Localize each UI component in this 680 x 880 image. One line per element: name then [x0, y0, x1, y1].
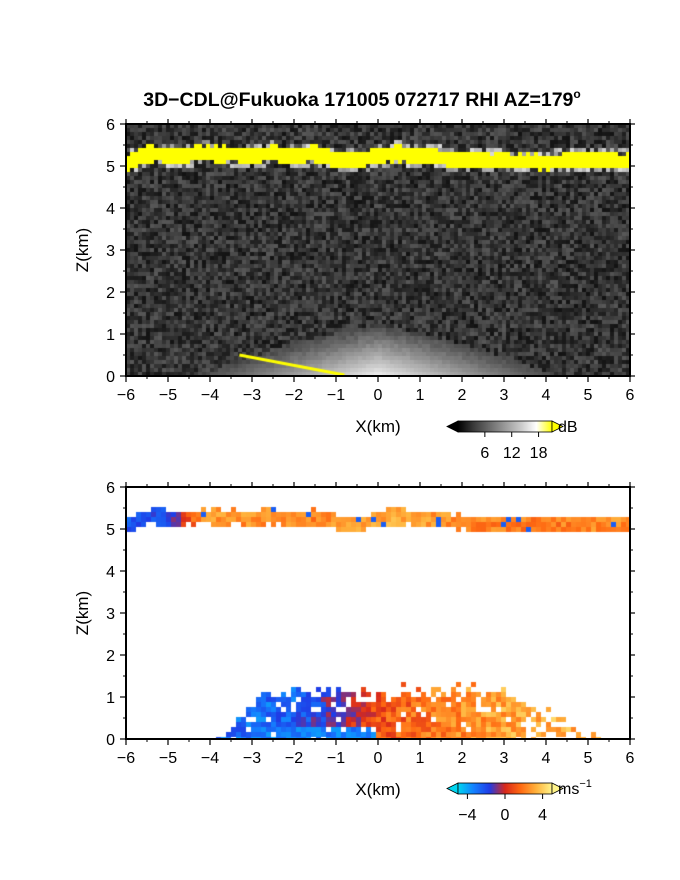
x-tick-label: −2: [285, 387, 303, 404]
colorbar-unit: ms−1: [558, 778, 592, 798]
x-tick-label: 3: [500, 750, 509, 767]
y-tick-label: 2: [106, 285, 115, 302]
x-tick-label: −1: [327, 750, 345, 767]
figure-title: 3D−CDL@Fukuoka 171005 072717 RHI AZ=179o: [143, 87, 581, 111]
x-tick-label: 5: [584, 387, 593, 404]
x-tick-label: −3: [243, 387, 261, 404]
y-tick-label: 5: [106, 159, 115, 176]
colorbar: [457, 782, 553, 795]
x-tick-label: −3: [243, 750, 261, 767]
y-tick-label: 3: [106, 243, 115, 260]
colorbar-tick-label: 6: [480, 445, 489, 462]
y-tick-label: 4: [106, 201, 115, 218]
x-tick-label: 3: [500, 387, 509, 404]
y-tick-label: 0: [106, 369, 115, 386]
x-tick-label: 4: [542, 750, 551, 767]
velocity-heatmap: [126, 487, 630, 739]
y-tick-label: 1: [106, 690, 115, 707]
x-tick-label: −2: [285, 750, 303, 767]
colorbar-tick-label: 0: [501, 807, 510, 824]
velocity-panel: −6 −5 −4 −3 −2 −1 0 1 2 3 4 5 6 0 1 2 3 4 5 6 X(km) Z(km) −4 0 4…: [73, 480, 635, 824]
x-tick-label: −5: [159, 387, 177, 404]
y-tick-label: 6: [106, 480, 115, 497]
colorbar-high-triangle: [551, 782, 564, 795]
x-tick-label: 6: [626, 750, 635, 767]
x-tick-label: −5: [159, 750, 177, 767]
x-tick-label: −4: [201, 750, 219, 767]
x-tick-label: 0: [374, 387, 383, 404]
colorbar-tick-label: 18: [530, 445, 548, 462]
x-tick-label: 1: [416, 750, 425, 767]
y-tick-label: 4: [106, 564, 115, 581]
x-tick-label: 0: [374, 750, 383, 767]
colorbar-tick-label: 4: [538, 807, 547, 824]
x-tick-label: 5: [584, 750, 593, 767]
y-axis-label: Z(km): [73, 591, 92, 635]
y-tick-label: 0: [106, 732, 115, 749]
x-tick-label: 1: [416, 387, 425, 404]
x-axis-label: X(km): [355, 417, 400, 436]
x-tick-label: −6: [117, 750, 135, 767]
y-tick-label: 2: [106, 648, 115, 665]
x-tick-label: 2: [458, 387, 467, 404]
x-tick-label: −4: [201, 387, 219, 404]
x-tick-label: −6: [117, 387, 135, 404]
y-tick-label: 3: [106, 606, 115, 623]
colorbar-high-triangle: [551, 420, 564, 433]
colorbar: [457, 420, 553, 433]
x-tick-label: 4: [542, 387, 551, 404]
x-tick-label: 2: [458, 750, 467, 767]
colorbar-low-triangle: [446, 782, 459, 795]
x-tick-label: −1: [327, 387, 345, 404]
y-tick-label: 1: [106, 327, 115, 344]
reflectivity-heatmap: [126, 124, 630, 376]
y-axis-label: Z(km): [73, 228, 92, 272]
y-tick-label: 6: [106, 117, 115, 134]
colorbar-tick-label: 12: [503, 445, 521, 462]
x-axis-label: X(km): [355, 780, 400, 799]
x-tick-label: 6: [626, 387, 635, 404]
colorbar-unit: dB: [558, 419, 578, 436]
colorbar-low-triangle: [446, 420, 459, 433]
y-tick-label: 5: [106, 522, 115, 539]
colorbar-tick-label: −4: [458, 807, 476, 824]
